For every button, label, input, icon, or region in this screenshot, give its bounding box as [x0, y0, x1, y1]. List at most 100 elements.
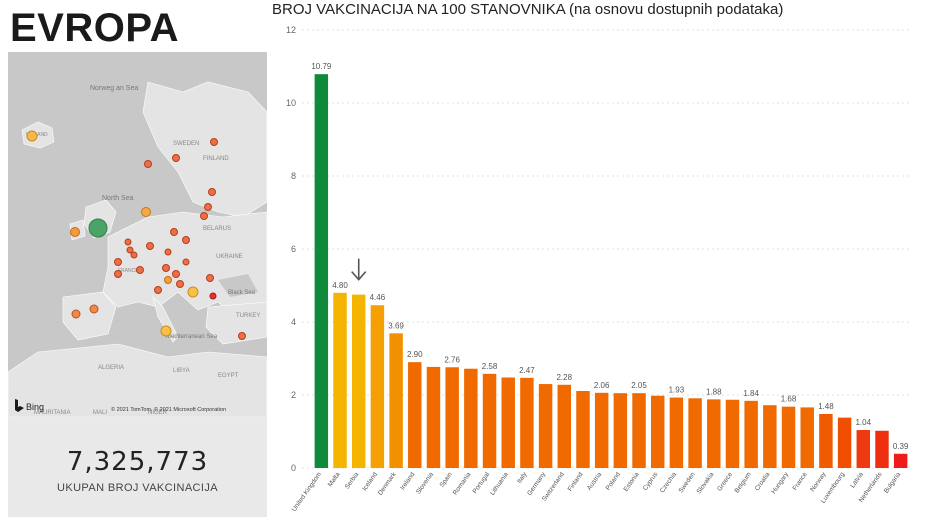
data-label: 2.76 — [444, 355, 460, 364]
x-tick-label: Finland — [567, 471, 585, 493]
bar[interactable] — [707, 399, 721, 468]
map-bubble[interactable] — [70, 227, 80, 237]
x-tick-label: Poland — [605, 471, 623, 492]
map-bubble[interactable] — [88, 218, 108, 238]
bar[interactable] — [650, 395, 665, 468]
map-bubble[interactable] — [210, 138, 218, 146]
map-bubble[interactable] — [114, 258, 122, 266]
map-bubble[interactable] — [154, 286, 162, 294]
map-bubble[interactable] — [160, 325, 172, 337]
bar[interactable] — [314, 74, 329, 468]
x-tick-label: Ireland — [399, 471, 416, 492]
bar[interactable] — [538, 384, 553, 468]
map-bubble[interactable] — [141, 207, 151, 217]
map-bubble[interactable] — [182, 236, 190, 244]
bar[interactable] — [557, 384, 572, 468]
x-tick-label: France — [792, 471, 810, 492]
map-bubble[interactable] — [176, 280, 184, 288]
map-bubble[interactable] — [238, 332, 246, 340]
map-bubble[interactable] — [126, 246, 134, 254]
africa-land — [8, 343, 267, 417]
map-bubble[interactable] — [209, 292, 217, 300]
italy-land — [152, 296, 179, 343]
bar[interactable] — [426, 366, 441, 468]
map-bubble[interactable] — [71, 309, 81, 319]
map-bubble[interactable] — [164, 248, 172, 256]
bar[interactable] — [800, 407, 814, 468]
map-bubble[interactable] — [204, 203, 212, 211]
bar[interactable] — [333, 292, 347, 468]
bar[interactable] — [445, 367, 459, 468]
map-label: UKRAINE — [216, 254, 243, 260]
map-bubble[interactable] — [146, 242, 154, 250]
bar[interactable] — [669, 397, 684, 468]
bar[interactable] — [725, 399, 740, 468]
bar[interactable] — [351, 294, 366, 468]
map-label: BELARUS — [203, 226, 231, 232]
bar[interactable] — [837, 417, 852, 468]
y-tick-label: 0 — [291, 463, 296, 473]
data-label: 2.90 — [407, 350, 423, 359]
map-bubble[interactable] — [144, 160, 152, 168]
map-label: Norweg an Sea — [90, 85, 138, 92]
y-tick-label: 8 — [291, 171, 296, 181]
data-label: 4.46 — [370, 293, 386, 302]
europe-map[interactable]: Norweg an Sea North Sea SWEDEN FINLAND B… — [8, 52, 267, 417]
map-label: MAURITANIA — [34, 410, 71, 416]
bar[interactable] — [763, 405, 777, 468]
data-label: 2.06 — [594, 381, 610, 390]
bar-chart: 0 2 4 6 8 10 12 10.79 United Kingdom 4.80 Malta Ser… — [270, 20, 930, 525]
bar[interactable] — [856, 430, 871, 468]
bar[interactable] — [613, 393, 628, 468]
map-bubble[interactable] — [136, 266, 144, 274]
map-bubble[interactable] — [187, 286, 199, 298]
bar[interactable] — [594, 392, 609, 468]
map-bubble[interactable] — [172, 270, 180, 278]
map-bubble[interactable] — [26, 130, 38, 142]
bing-icon — [15, 399, 24, 412]
map-bubble[interactable] — [208, 188, 216, 196]
x-tick-label: Spain — [439, 471, 454, 489]
bar[interactable] — [632, 393, 646, 468]
bar[interactable] — [389, 333, 403, 468]
x-tick-label: Iceland — [361, 471, 379, 492]
bar[interactable] — [893, 453, 908, 468]
map-bubble[interactable] — [89, 304, 99, 314]
bar[interactable] — [781, 406, 796, 468]
map-bubble[interactable] — [130, 251, 138, 259]
bar[interactable] — [819, 413, 833, 468]
x-tick-label: Denmark — [377, 471, 398, 497]
bar[interactable] — [370, 305, 385, 468]
bar[interactable] — [520, 377, 534, 468]
bar[interactable] — [875, 430, 889, 468]
map-bubble[interactable] — [172, 154, 180, 162]
bar[interactable] — [482, 373, 497, 468]
data-label: 4.80 — [332, 281, 348, 290]
map-bubble[interactable] — [182, 258, 190, 266]
bar[interactable] — [688, 398, 702, 468]
black-sea-water — [218, 274, 258, 297]
x-tick-label: Estonia — [622, 471, 640, 493]
chart-title: BROJ VAKCINACIJA NA 100 STANOVNIKA (na o… — [272, 1, 784, 18]
x-tick-label: Lithuania — [489, 471, 510, 497]
data-label: 2.05 — [631, 381, 647, 390]
map-bubble[interactable] — [124, 238, 132, 246]
map-bubble[interactable] — [164, 276, 172, 284]
map-bubble[interactable] — [114, 270, 122, 278]
bar[interactable] — [464, 368, 478, 468]
map-bubble[interactable] — [162, 264, 170, 272]
y-tick-label: 12 — [286, 25, 296, 35]
data-label: 2.58 — [482, 362, 498, 371]
bar[interactable] — [744, 400, 758, 468]
turkey-land — [205, 301, 267, 345]
map-bubble[interactable] — [170, 228, 178, 236]
x-tick-label: Austria — [586, 471, 604, 492]
map-bubble[interactable] — [200, 212, 208, 220]
map-bubble[interactable] — [206, 274, 214, 282]
bar[interactable] — [408, 362, 422, 468]
data-label: 10.79 — [311, 62, 332, 71]
data-label: 0.39 — [893, 442, 909, 451]
data-label: 2.28 — [556, 373, 572, 382]
bar[interactable] — [576, 390, 590, 468]
bar[interactable] — [501, 377, 515, 468]
